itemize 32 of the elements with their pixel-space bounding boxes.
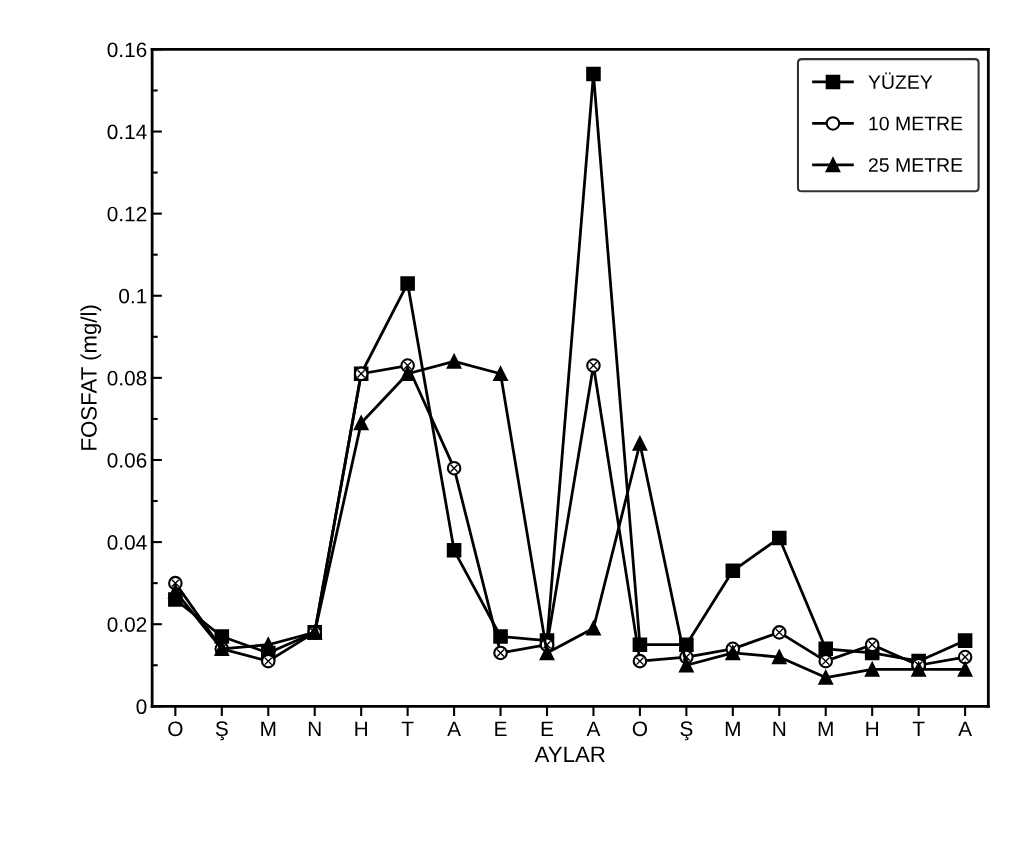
y-tick-label: 0.04 <box>107 535 147 550</box>
x-tick-label: T <box>401 721 414 736</box>
y-tick-label: 0.08 <box>107 370 147 386</box>
x-tick-label: H <box>355 721 367 736</box>
x-tick-label: H <box>866 721 879 736</box>
x-tick-label: Ş <box>680 721 693 741</box>
x-tick-label: M <box>818 721 833 736</box>
y-tick-label: 0.06 <box>107 452 147 468</box>
y-axis-title: FOSFAT (mg/l) <box>80 305 102 450</box>
x-tick-label: A <box>958 721 973 736</box>
y-tick-label: 0.12 <box>107 206 147 222</box>
x-axis-title: AYLAR <box>534 746 605 762</box>
x-tick-label: T <box>912 721 925 736</box>
y-tick-label: 0 <box>136 699 147 715</box>
y-tick-label: 0.14 <box>107 124 147 140</box>
y-tick-label: 0.1 <box>119 288 147 304</box>
x-tick-label: M <box>261 721 276 736</box>
x-tick-label: O <box>168 721 183 737</box>
legend-label: 10 METRE <box>869 116 963 131</box>
x-tick-label: O <box>632 721 648 737</box>
x-tick-label: Ş <box>215 721 228 741</box>
x-tick-label: N <box>773 721 786 736</box>
y-tick-label: 0.02 <box>107 617 147 632</box>
y-tick-label: 0.16 <box>107 42 147 58</box>
x-tick-label: N <box>308 721 321 736</box>
x-tick-label: E <box>541 721 554 736</box>
x-tick-label: A <box>586 721 601 736</box>
legend-label: 25 METRE <box>868 158 963 172</box>
x-tick-label: M <box>725 721 740 736</box>
x-tick-label: A <box>447 721 461 736</box>
x-tick-label: E <box>495 721 507 736</box>
legend-label: YÜZEY <box>868 72 933 89</box>
